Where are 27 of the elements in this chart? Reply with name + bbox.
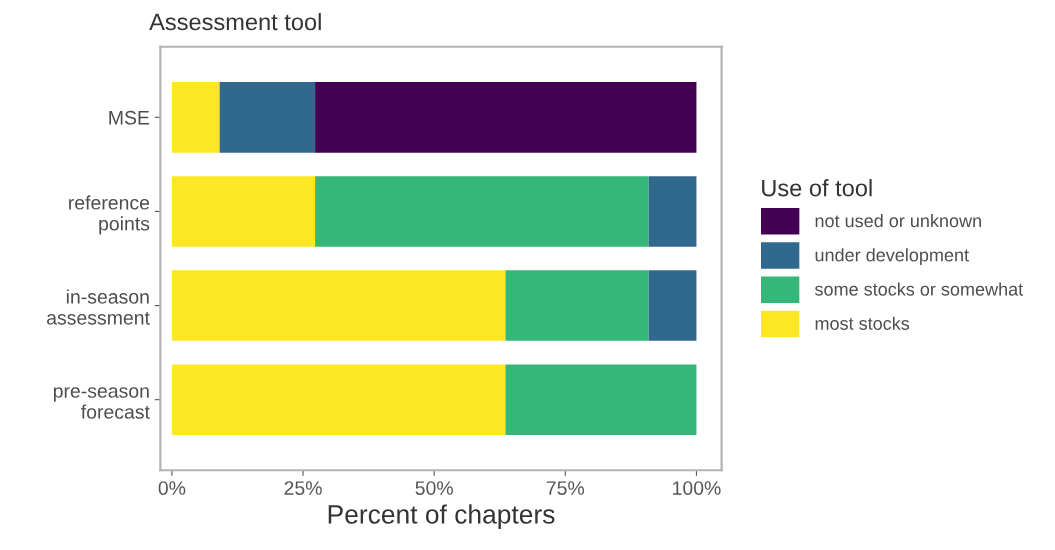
bar [171,270,506,341]
y-tick-label: in-season assessment [47,289,150,325]
legend-label: some stocks or somewhat [814,282,1024,296]
bar [648,270,697,341]
legend-label: not used or unknown [815,213,981,228]
bar [171,82,220,153]
chart-title: Assessment tool [149,12,321,31]
legend-label: most stocks [815,316,910,330]
x-tick-label: 0% [158,481,186,495]
x-axis-title: Percent of chapters [328,504,555,529]
x-tick-label: 25% [284,481,322,495]
legend-title: Use of tool [762,179,872,197]
bar [171,364,506,435]
x-tick-label: 75% [546,481,585,495]
bar [219,82,316,153]
y-tick-label: reference points [69,195,150,235]
x-tick-label: 50% [415,481,453,495]
bar [315,82,697,153]
legend-label: under development [815,248,969,266]
bar [648,176,697,247]
bar [505,364,697,435]
bar [505,270,649,341]
bar [171,176,316,247]
bar [315,176,649,247]
y-tick-label: pre-season forecast [53,387,150,419]
x-tick-label: 100% [673,481,721,495]
y-tick-label: MSE [109,110,150,125]
